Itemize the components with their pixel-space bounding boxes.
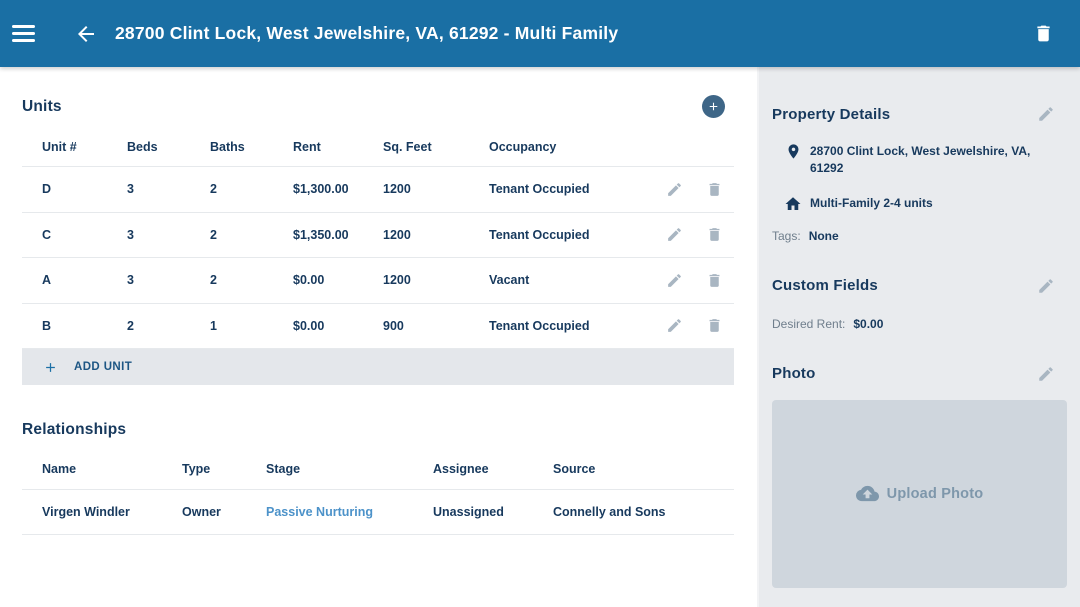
house-icon bbox=[784, 195, 802, 213]
add-unit-circle-button[interactable] bbox=[702, 95, 725, 118]
cell-unit: B bbox=[42, 318, 52, 333]
rel-col-type: Type bbox=[182, 462, 211, 476]
relationships-title: Relationships bbox=[22, 421, 127, 438]
cell-baths: 1 bbox=[210, 318, 217, 333]
location-pin-icon bbox=[784, 143, 802, 160]
rel-col-source: Source bbox=[553, 462, 596, 476]
edit-unit-icon[interactable] bbox=[662, 177, 686, 201]
cell-sqfeet: 900 bbox=[383, 318, 404, 333]
edit-custom-fields-icon[interactable] bbox=[1035, 275, 1057, 297]
rel-col-stage: Stage bbox=[266, 462, 301, 476]
cell-sqfeet: 1200 bbox=[383, 273, 411, 288]
relationships-section-header: Relationships bbox=[22, 421, 734, 439]
units-col-sqfeet: Sq. Feet bbox=[383, 140, 432, 154]
cell-type: Owner bbox=[182, 505, 221, 519]
tags-value: None bbox=[808, 228, 839, 243]
table-row: D 3 2 $1,300.00 1200 Tenant Occupied bbox=[22, 166, 734, 212]
delete-unit-icon[interactable] bbox=[702, 268, 726, 292]
cell-source: Connelly and Sons bbox=[553, 505, 666, 519]
property-type-row: Multi-Family 2-4 units bbox=[772, 195, 1065, 213]
tags-label: Tags: bbox=[772, 228, 801, 243]
upload-photo-button[interactable]: Upload Photo bbox=[772, 399, 1067, 588]
units-col-rent: Rent bbox=[293, 140, 321, 154]
cell-rent: $1,350.00 bbox=[293, 227, 349, 242]
table-row: Virgen Windler Owner Passive Nurturing U… bbox=[22, 489, 734, 535]
app-header: 28700 Clint Lock, West Jewelshire, VA, 6… bbox=[0, 0, 1080, 67]
plus-icon bbox=[46, 362, 55, 372]
property-details-title: Property Details bbox=[772, 105, 891, 123]
desired-rent-row: Desired Rent: $0.00 bbox=[772, 317, 1065, 331]
upload-photo-label: Upload Photo bbox=[886, 485, 984, 502]
cell-unit: C bbox=[42, 227, 52, 242]
cell-name: Virgen Windler bbox=[42, 505, 130, 519]
units-col-beds: Beds bbox=[127, 140, 158, 154]
add-unit-button[interactable]: ADD UNIT bbox=[22, 348, 734, 385]
property-type: Multi-Family 2-4 units bbox=[810, 195, 933, 210]
property-details-header: Property Details bbox=[772, 103, 1065, 125]
cell-baths: 2 bbox=[210, 273, 217, 288]
edit-unit-icon[interactable] bbox=[662, 268, 686, 292]
cell-beds: 3 bbox=[127, 182, 134, 197]
edit-unit-icon[interactable] bbox=[662, 314, 686, 338]
cell-occupancy: Tenant Occupied bbox=[489, 182, 590, 197]
units-col-baths: Baths bbox=[210, 140, 245, 154]
photo-title: Photo bbox=[772, 365, 816, 383]
cell-beds: 3 bbox=[127, 227, 134, 242]
delete-unit-icon[interactable] bbox=[702, 177, 726, 201]
cell-rent: $0.00 bbox=[293, 318, 325, 333]
cell-rent: $1,300.00 bbox=[293, 182, 349, 197]
photo-header: Photo bbox=[772, 363, 1065, 385]
table-row: B 2 1 $0.00 900 Tenant Occupied bbox=[22, 302, 734, 349]
address-row: 28700 Clint Lock, West Jewelshire, VA, 6… bbox=[772, 143, 1065, 177]
cell-occupancy: Tenant Occupied bbox=[489, 227, 590, 242]
edit-photo-icon[interactable] bbox=[1035, 363, 1057, 385]
cell-beds: 2 bbox=[127, 318, 134, 333]
page-title: 28700 Clint Lock, West Jewelshire, VA, 6… bbox=[115, 23, 619, 43]
delete-property-icon[interactable] bbox=[1030, 21, 1056, 47]
cell-rent: $0.00 bbox=[293, 273, 325, 288]
custom-fields-title: Custom Fields bbox=[772, 277, 878, 295]
table-row: A 3 2 $0.00 1200 Vacant bbox=[22, 257, 734, 303]
units-table-header: Unit # Beds Baths Rent Sq. Feet Occupanc… bbox=[22, 128, 734, 166]
menu-icon[interactable] bbox=[12, 25, 35, 42]
cell-unit: D bbox=[42, 182, 52, 197]
cell-sqfeet: 1200 bbox=[383, 182, 411, 197]
main-layout: Units Unit # Beds Baths Rent Sq. Feet Oc… bbox=[0, 67, 1080, 607]
cell-unit: A bbox=[42, 273, 52, 288]
tags-row: Tags: None bbox=[772, 229, 1065, 243]
cloud-upload-icon bbox=[855, 485, 879, 502]
table-row: C 3 2 $1,350.00 1200 Tenant Occupied bbox=[22, 211, 734, 258]
add-unit-label: ADD UNIT bbox=[74, 361, 133, 373]
units-title: Units bbox=[22, 97, 62, 115]
units-col-unit: Unit # bbox=[42, 140, 77, 154]
cell-occupancy: Vacant bbox=[489, 273, 530, 288]
edit-property-details-icon[interactable] bbox=[1035, 103, 1057, 125]
property-address: 28700 Clint Lock, West Jewelshire, VA, 6… bbox=[810, 144, 1031, 175]
upload-photo-inner: Upload Photo bbox=[855, 482, 984, 505]
delete-unit-icon[interactable] bbox=[702, 314, 726, 338]
desired-rent-value: $0.00 bbox=[853, 316, 884, 331]
units-section-header: Units bbox=[22, 95, 734, 118]
cell-baths: 2 bbox=[210, 227, 217, 242]
edit-unit-icon[interactable] bbox=[662, 223, 686, 247]
cell-occupancy: Tenant Occupied bbox=[489, 318, 590, 333]
property-sidebar: Property Details 28700 Clint Lock, West … bbox=[757, 67, 1080, 607]
cell-sqfeet: 1200 bbox=[383, 227, 411, 242]
rel-col-name: Name bbox=[42, 462, 77, 476]
rel-col-assignee: Assignee bbox=[433, 462, 489, 476]
units-col-occupancy: Occupancy bbox=[489, 140, 557, 154]
cell-baths: 2 bbox=[210, 182, 217, 197]
main-content: Units Unit # Beds Baths Rent Sq. Feet Oc… bbox=[0, 67, 757, 607]
cell-assignee: Unassigned bbox=[433, 505, 504, 519]
desired-rent-label: Desired Rent: bbox=[772, 316, 846, 331]
back-arrow-icon[interactable] bbox=[73, 21, 99, 47]
cell-beds: 3 bbox=[127, 273, 134, 288]
relationships-table-header: Name Type Stage Assignee Source bbox=[22, 449, 734, 489]
custom-fields-header: Custom Fields bbox=[772, 275, 1065, 297]
cell-stage-link[interactable]: Passive Nurturing bbox=[266, 505, 373, 519]
delete-unit-icon[interactable] bbox=[702, 223, 726, 247]
